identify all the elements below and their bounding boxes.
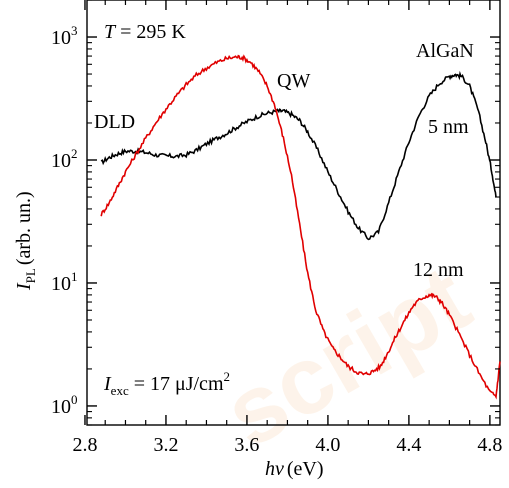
x-tick-label: 3.2: [153, 434, 178, 456]
series-line-1: [100, 70, 497, 241]
x-tick-label: 4.4: [396, 434, 421, 456]
series-line-2: [100, 54, 501, 400]
temperature-annotation: T = 295 K: [104, 21, 186, 43]
y-tick-label: 103: [51, 23, 78, 49]
y-tick-label: 102: [51, 146, 78, 172]
y-tick-label: 100: [51, 392, 78, 418]
x-tick-label: 4.8: [477, 434, 502, 456]
y-tick-label: 101: [51, 269, 78, 295]
12nm-annotation: 12 nm: [413, 259, 464, 281]
algan-annotation: AlGaN: [416, 40, 474, 62]
x-tick-label: 3.6: [234, 434, 259, 456]
y-axis-label: IPL(arb. un.): [13, 191, 38, 291]
plot-area: 2.8 3.2 3.6 4.0 4.4 4.8 100 101 102 103: [51, 0, 502, 456]
ticks-layer: 2.8 3.2 3.6 4.0 4.4 4.8 100 101 102 103: [51, 0, 502, 456]
excitation-annotation: Iexc = 17 μJ/cm2: [103, 369, 230, 398]
x-tick-label: 4.0: [315, 434, 340, 456]
series-layer: [100, 54, 501, 400]
x-tick-label: 2.8: [72, 434, 97, 456]
x-axis-label: hν (eV): [265, 458, 324, 480]
5nm-annotation: 5 nm: [428, 116, 469, 138]
qw-annotation: QW: [277, 70, 310, 92]
dld-annotation: DLD: [94, 111, 135, 133]
plot-frame: [86, 0, 501, 426]
